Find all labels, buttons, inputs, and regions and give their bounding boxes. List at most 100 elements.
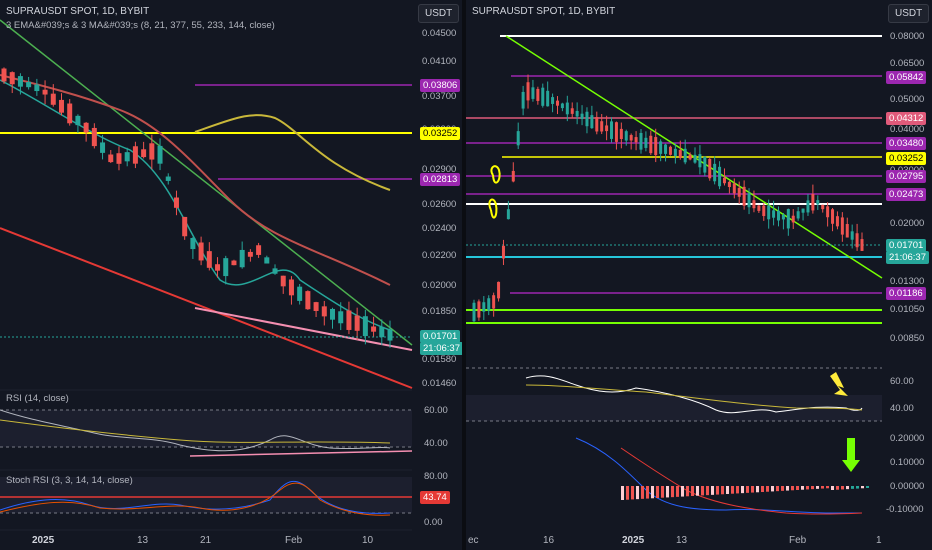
price-tag-yellow: 0.03252 (886, 152, 927, 165)
candle (713, 163, 717, 182)
candle (585, 111, 589, 127)
candle (165, 176, 171, 181)
candle (835, 216, 839, 227)
right-candles (472, 74, 864, 323)
candle (698, 154, 702, 168)
candle (223, 258, 229, 277)
candle (346, 310, 352, 330)
indicator-legend[interactable]: 3 EMA&#039;s & 3 MA&#039;s (8, 21, 377, … (6, 20, 275, 31)
candle (850, 231, 854, 240)
macd-bar (716, 486, 719, 495)
macd-bar (726, 486, 729, 494)
candle (737, 187, 741, 197)
candle (654, 137, 658, 156)
left-chart-canvas[interactable] (0, 0, 462, 550)
candle (762, 205, 766, 217)
candle (272, 268, 278, 274)
rsi-legend[interactable]: RSI (14, close) (6, 393, 69, 404)
red-trendline (0, 227, 413, 389)
candle (786, 209, 790, 229)
candle (321, 306, 327, 317)
right-chart-panel[interactable]: SUPRAUSDT SPOT, 1D, BYBIT USDT 0.08000 0… (466, 0, 932, 550)
candle (182, 216, 188, 237)
candle (492, 295, 496, 309)
candle (605, 125, 609, 132)
candle (506, 209, 510, 220)
macd-bar (756, 486, 759, 493)
price-tag-pink: 0.04312 (886, 112, 927, 125)
candle (678, 149, 682, 158)
macd-bar (741, 486, 744, 494)
panel-divider[interactable] (462, 0, 466, 550)
price-tag-purple: 0.01186 (886, 287, 926, 300)
candle (791, 215, 795, 223)
candle (26, 81, 32, 88)
macd-bar (821, 486, 824, 489)
macd-bar (696, 486, 699, 496)
candle (639, 132, 643, 150)
pink-trendline (194, 307, 413, 351)
candle (354, 315, 360, 331)
stoch-rsi-legend[interactable]: Stoch RSI (3, 3, 14, 14, close) (6, 475, 133, 486)
left-chart-panel[interactable]: SUPRAUSDT SPOT, 1D, BYBIT 3 EMA&#039;s &… (0, 0, 462, 550)
candle (575, 110, 579, 117)
right-chart-canvas[interactable] (466, 0, 932, 550)
macd-bar (746, 486, 749, 493)
candle (9, 72, 15, 85)
candle (673, 148, 677, 156)
macd-bar (791, 486, 794, 491)
candle (83, 122, 89, 133)
candle (124, 152, 130, 162)
macd-bar (771, 486, 774, 492)
candle (777, 210, 781, 221)
price-tag-purple: 0.05842 (886, 71, 927, 84)
macd-bar (721, 486, 724, 495)
candle (664, 144, 668, 154)
candle (757, 205, 761, 211)
candle (781, 214, 785, 220)
candle (624, 131, 628, 141)
candle (555, 100, 559, 106)
macd-bar (781, 486, 784, 491)
candle (477, 301, 481, 318)
arrow-down-annotation (830, 372, 848, 396)
macd-bar (851, 486, 854, 489)
candle (511, 170, 515, 182)
macd-bar (636, 486, 639, 500)
macd-bar (676, 486, 679, 497)
candle (531, 87, 535, 99)
macd-bar (801, 486, 804, 490)
macd-bar (681, 486, 684, 497)
candle (91, 127, 97, 147)
candle (379, 326, 385, 338)
macd-bar (761, 486, 764, 492)
highlight-circle-annotation (490, 165, 501, 184)
candle (264, 257, 270, 264)
candle (34, 84, 40, 92)
price-tag-yellow: 0.03252 (420, 127, 461, 140)
candle (826, 206, 830, 218)
arrow-down-annotation (842, 438, 860, 472)
candle (387, 329, 393, 341)
candle (330, 308, 336, 320)
currency-button[interactable]: USDT (888, 4, 930, 23)
candle (821, 204, 825, 210)
candle (570, 108, 574, 114)
candle (17, 76, 23, 87)
price-tag-purple: 0.02795 (886, 170, 927, 183)
candle (297, 286, 303, 301)
candle (860, 239, 864, 251)
candle (708, 158, 712, 179)
ema-teal-line (0, 79, 391, 331)
macd-bar (796, 486, 799, 490)
macd-bar (806, 486, 809, 490)
chart-title: SUPRAUSDT SPOT, 1D, BYBIT (6, 6, 150, 17)
candle (215, 264, 221, 271)
macd-bar (711, 486, 714, 495)
candle (526, 82, 530, 101)
green-trendline (0, 19, 413, 346)
ma-yellow-line (194, 114, 391, 191)
currency-button[interactable]: USDT (418, 4, 460, 23)
candle (521, 91, 525, 109)
macd-bar (686, 486, 689, 497)
